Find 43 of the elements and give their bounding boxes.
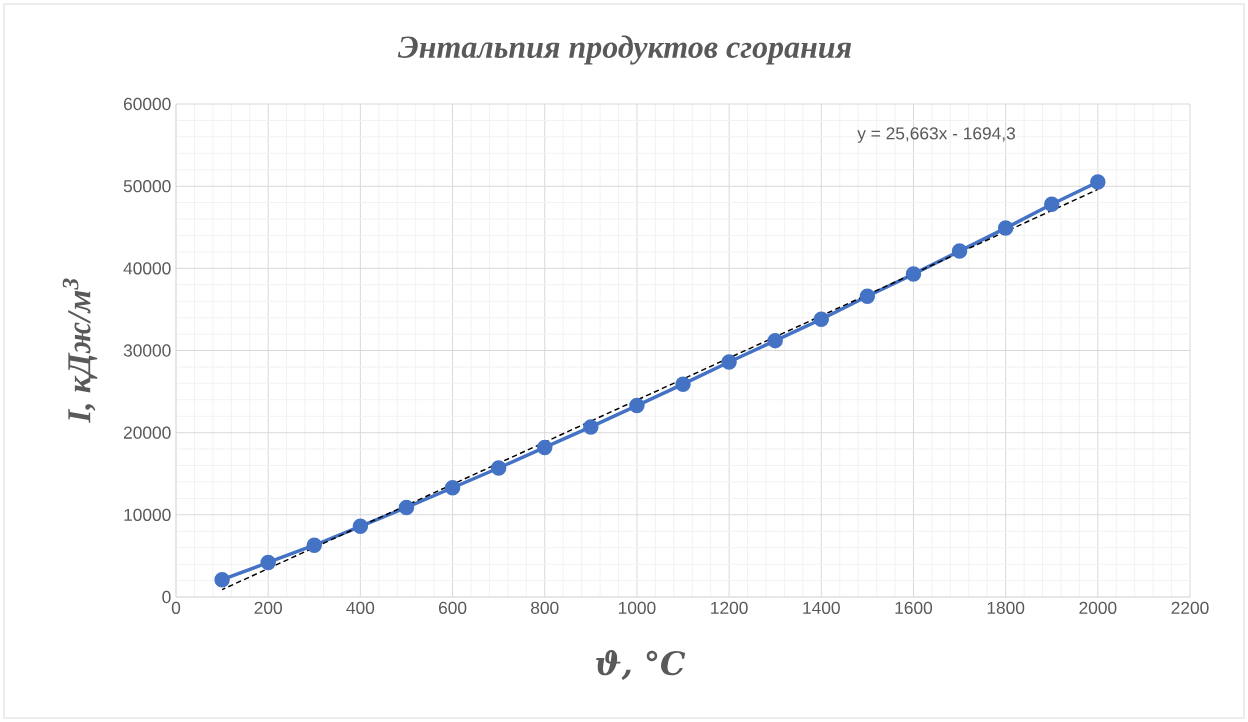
point [951,243,968,259]
point [352,518,369,535]
x-tick-label: 1000 [618,601,656,614]
point [306,537,323,553]
point [721,354,737,370]
y-tick-label: 30000 [123,344,171,357]
point [536,439,553,456]
x-tick-label: 2000 [1079,601,1117,614]
point [1090,174,1106,190]
y-axis-title: I, кДж/м$^{3}$ [62,278,98,424]
x-tick-label: 800 [531,601,559,614]
x-tick-label: 1200 [711,601,748,614]
annotation: y = 25,663x - 1694,3 [857,127,1015,143]
point [1044,196,1060,212]
point [214,572,230,588]
chart-title: Энтальпия продуктов сгорания [397,35,852,65]
x-tick-label: 1800 [987,601,1025,614]
x-tick-label: 1600 [895,601,933,614]
point [905,266,922,282]
x-tick-label: 400 [346,601,375,614]
point [997,220,1014,236]
point [583,419,599,435]
y-tick-label: 20000 [123,426,171,439]
point [767,332,783,349]
point [629,397,645,414]
y-tick-label: 10000 [124,508,171,521]
point [490,460,507,476]
y-tick-label: 60000 [123,97,171,111]
y-tick-label: 40000 [123,262,171,275]
y-tick-label: 50000 [123,180,171,193]
point [813,311,830,328]
point [260,554,276,571]
x-tick-label: 2200 [1171,601,1209,614]
x-tick-label: 200 [254,601,282,614]
point [675,376,691,392]
x-tick-label: 0 [171,601,181,614]
point [398,499,415,516]
y-tick-label: 0 [162,590,171,604]
point [444,479,461,496]
x-tick-label: 1400 [803,601,840,614]
point [859,288,876,305]
x-tick-label: 600 [438,601,467,614]
x-axis-title: ϑ, °C [596,650,686,680]
